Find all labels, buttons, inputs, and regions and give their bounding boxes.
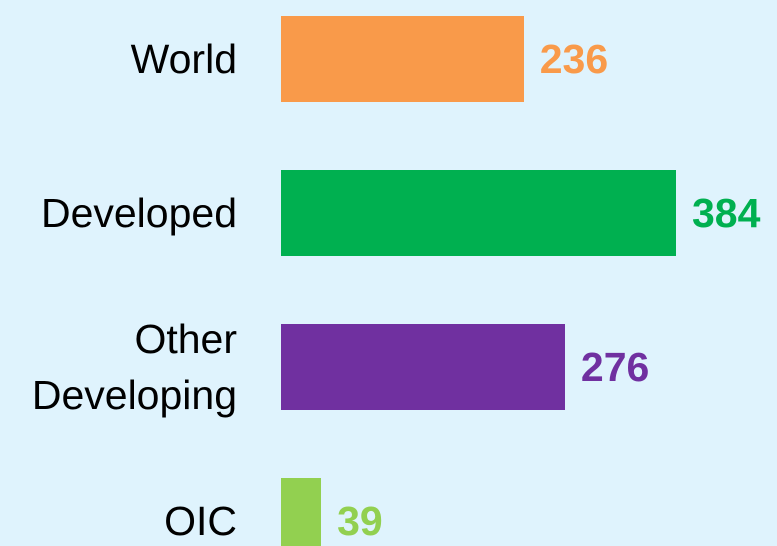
value-label: 384 — [692, 190, 761, 236]
value-label: 276 — [580, 344, 650, 390]
bar — [281, 478, 322, 546]
category-label: World — [130, 36, 237, 82]
category-label: Developed — [40, 190, 237, 236]
bar — [281, 324, 565, 410]
category-label: OIC — [164, 498, 237, 544]
value-label: 236 — [539, 36, 609, 82]
bar — [281, 16, 524, 102]
bar — [281, 170, 676, 256]
category-label: Other Developing — [31, 316, 237, 418]
value-label: 39 — [337, 498, 383, 544]
